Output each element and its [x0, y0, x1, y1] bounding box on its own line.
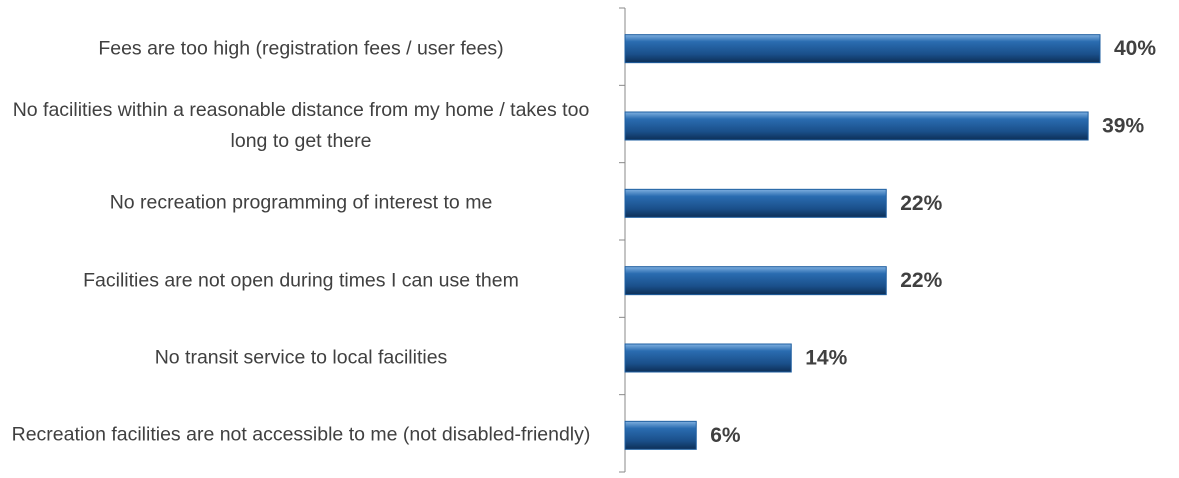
category-text: No recreation programming of interest to… [109, 191, 493, 214]
category-label: Fees are too high (registration fees / u… [2, 33, 600, 64]
category-label: No facilities within a reasonable distan… [2, 95, 600, 157]
bar [624, 111, 1089, 141]
category-label: No recreation programming of interest to… [2, 188, 600, 219]
category-text: Recreation facilities are not accessible… [11, 423, 591, 446]
value-label: 39% [1102, 115, 1144, 138]
value-label: 22% [900, 269, 942, 292]
category-label: No transit service to local facilities [2, 343, 600, 374]
category-label: Facilities are not open during times I c… [2, 265, 600, 296]
value-label: 6% [710, 424, 741, 447]
value-label: 22% [900, 192, 942, 215]
bar [624, 34, 1101, 64]
category-text: No transit service to local facilities [154, 346, 448, 369]
bar [624, 266, 887, 296]
category-text: Facilities are not open during times I c… [83, 269, 519, 292]
bar [624, 188, 887, 218]
value-label: 40% [1114, 37, 1156, 60]
category-text: No facilities within a reasonable distan… [12, 99, 590, 152]
value-label: 14% [805, 347, 847, 370]
category-text: Fees are too high (registration fees / u… [98, 37, 504, 60]
bar [624, 420, 697, 450]
bar [624, 343, 792, 373]
category-label: Recreation facilities are not accessible… [2, 420, 600, 451]
